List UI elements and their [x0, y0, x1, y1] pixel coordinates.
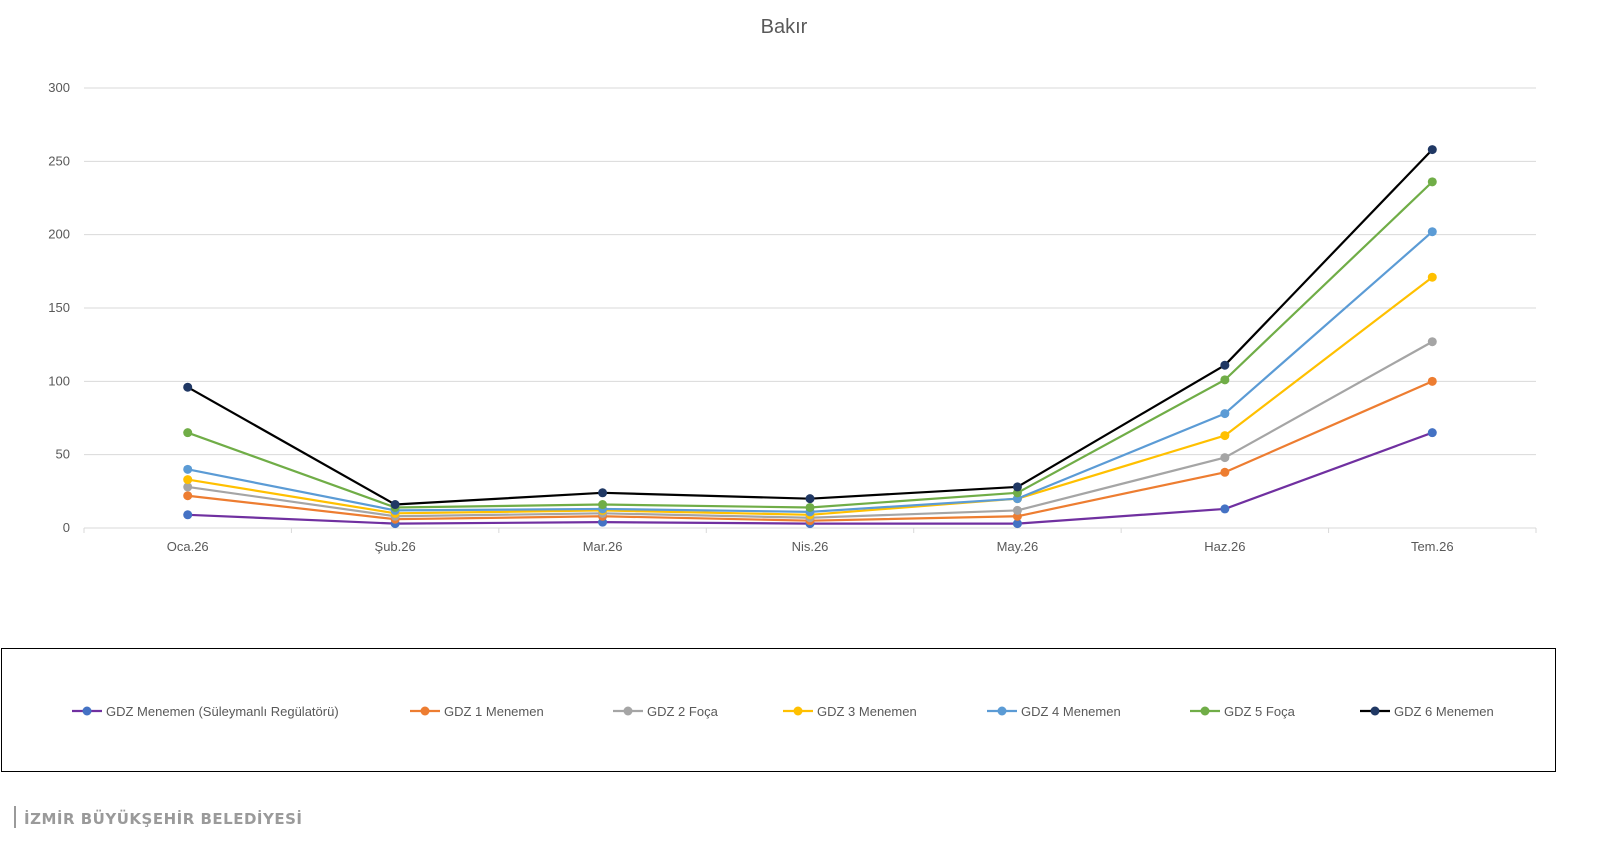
y-tick-label: 300 [48, 80, 70, 95]
data-point [1427, 376, 1437, 386]
chart-title: Bakır [761, 16, 808, 38]
gridlines [84, 87, 1536, 529]
data-point [1012, 519, 1022, 529]
data-point [805, 494, 815, 504]
data-point [1220, 375, 1230, 385]
x-tick-label: Oca.26 [167, 539, 209, 554]
series-layer [183, 145, 1437, 529]
series-line [187, 230, 1434, 513]
data-point [390, 500, 400, 510]
series-4 [183, 227, 1437, 517]
tower-icon [14, 806, 22, 828]
legend-entry: GDZ 4 Menemen [987, 704, 1121, 719]
y-tick-label: 100 [48, 373, 70, 388]
data-point [1012, 505, 1022, 515]
data-point [1220, 453, 1230, 463]
legend-marker [1370, 706, 1380, 716]
data-point [183, 482, 193, 492]
data-point [1427, 272, 1437, 282]
legend: GDZ Menemen (Süleymanlı Regülatörü) GDZ 1… [1, 648, 1556, 772]
x-axis-ticks: Oca.26 Şub.26 Mar.26 Nis.26 May.26 Haz.26 Tem.… [83, 528, 1537, 554]
data-point [183, 491, 193, 501]
series-3 [183, 272, 1437, 520]
data-point [1220, 504, 1230, 514]
data-point [1427, 428, 1437, 438]
legend-label: GDZ Menemen (Süleymanlı Regülatörü) [106, 704, 339, 719]
x-tick-label: May.26 [997, 539, 1039, 554]
x-tick-label: Şub.26 [375, 539, 416, 554]
data-point [183, 428, 193, 438]
legend-entry: GDZ 2 Foça [613, 704, 719, 719]
data-point [183, 464, 193, 474]
data-point [1427, 177, 1437, 187]
legend-marker [623, 706, 633, 716]
series-6 [183, 145, 1437, 510]
y-tick-label: 50 [56, 447, 70, 462]
data-point [1427, 337, 1437, 347]
legend-entries: GDZ Menemen (Süleymanlı Regülatörü) GDZ 1… [72, 704, 1494, 719]
legend-marker [1200, 706, 1210, 716]
data-point [598, 500, 608, 510]
legend-label: GDZ 4 Menemen [1021, 704, 1121, 719]
x-tick-label: Haz.26 [1204, 539, 1245, 554]
watermark-logo: İZMİR BÜYÜKŞEHİR BELEDİYESİ [14, 806, 302, 828]
legend-marker [793, 706, 803, 716]
y-tick-label: 0 [63, 520, 70, 535]
legend-entry: GDZ Menemen (Süleymanlı Regülatörü) [72, 704, 339, 719]
data-point [1220, 467, 1230, 477]
data-point [183, 475, 193, 485]
data-point [598, 488, 608, 498]
series-line [187, 340, 1433, 519]
y-tick-label: 150 [48, 300, 70, 315]
data-point [1220, 360, 1230, 370]
series-line [187, 148, 1434, 506]
x-tick-label: Tem.26 [1411, 539, 1454, 554]
legend-label: GDZ 2 Foça [647, 704, 719, 719]
legend-label: GDZ 1 Menemen [444, 704, 544, 719]
y-tick-label: 200 [48, 227, 70, 242]
y-tick-label: 250 [48, 153, 70, 168]
data-point [1220, 409, 1230, 419]
legend-entry: GDZ 3 Menemen [783, 704, 917, 719]
data-point [805, 502, 815, 512]
legend-marker [82, 706, 92, 716]
legend-label: GDZ 3 Menemen [817, 704, 917, 719]
data-point [183, 382, 193, 392]
watermark-text: İZMİR BÜYÜKŞEHİR BELEDİYESİ [24, 810, 303, 828]
legend-label: GDZ 5 Foça [1224, 704, 1296, 719]
data-point [1427, 145, 1437, 155]
legend-entry: GDZ 5 Foça [1190, 704, 1296, 719]
data-point [1427, 227, 1437, 237]
x-tick-label: Mar.26 [583, 539, 623, 554]
legend-marker [997, 706, 1007, 716]
x-tick-label: Nis.26 [792, 539, 829, 554]
legend-label: GDZ 6 Menemen [1394, 704, 1494, 719]
y-axis-ticks: 0 50 100 150 200 250 300 [48, 80, 70, 535]
legend-marker [420, 706, 430, 716]
data-point [1220, 431, 1230, 441]
legend-entry: GDZ 6 Menemen [1360, 704, 1494, 719]
data-point [183, 510, 193, 520]
legend-entry: GDZ 1 Menemen [410, 704, 544, 719]
data-point [1012, 482, 1022, 492]
